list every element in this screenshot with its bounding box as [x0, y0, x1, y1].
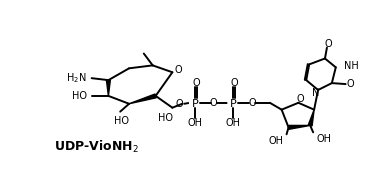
Text: O: O: [324, 39, 332, 49]
Text: O: O: [174, 65, 182, 75]
Text: O: O: [176, 99, 183, 109]
Text: P: P: [192, 99, 198, 109]
Polygon shape: [308, 110, 314, 126]
Text: H$_2$N: H$_2$N: [66, 71, 87, 85]
Text: UDP-VioNH$_2$: UDP-VioNH$_2$: [54, 139, 139, 155]
Circle shape: [228, 97, 239, 108]
Text: O: O: [192, 78, 200, 88]
Text: OH: OH: [316, 134, 331, 144]
Text: O: O: [230, 78, 238, 88]
Polygon shape: [106, 80, 111, 96]
Text: HO: HO: [158, 113, 173, 123]
Polygon shape: [289, 125, 310, 129]
Text: O: O: [347, 79, 354, 89]
Text: N: N: [312, 88, 320, 98]
Circle shape: [190, 97, 200, 108]
Text: NH: NH: [344, 61, 358, 71]
Text: O: O: [296, 94, 304, 104]
Text: HO: HO: [114, 116, 129, 125]
Text: OH: OH: [269, 136, 283, 146]
Text: OH: OH: [187, 118, 203, 129]
Text: O: O: [248, 98, 256, 108]
Polygon shape: [129, 94, 156, 104]
Text: OH: OH: [226, 118, 241, 129]
Text: P: P: [230, 99, 237, 109]
Text: O: O: [210, 98, 218, 108]
Text: HO: HO: [72, 91, 87, 101]
